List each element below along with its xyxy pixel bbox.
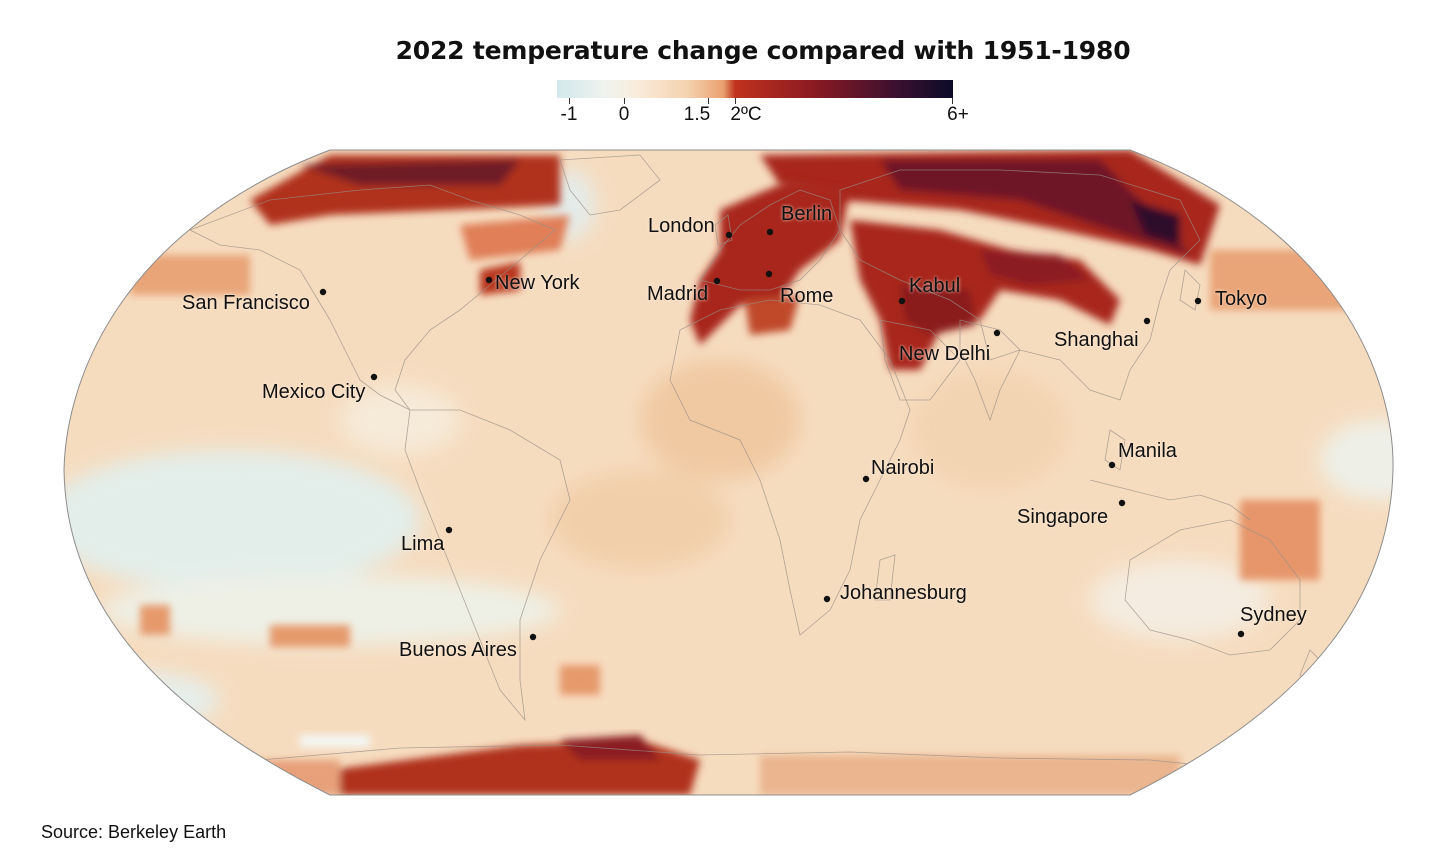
city-marker <box>1194 297 1202 305</box>
city-label: Rome <box>780 285 834 307</box>
city-label: Madrid <box>647 283 709 305</box>
legend-tickmark <box>708 98 709 104</box>
legend-tick-label: 6+ <box>947 104 969 125</box>
city-label: Shanghai <box>1054 329 1139 351</box>
city-label: Kabul <box>909 275 961 297</box>
legend-tick-label: 0 <box>618 104 630 125</box>
city-label: Berlin <box>781 203 833 225</box>
city-label: Mexico City <box>262 381 366 403</box>
city-marker <box>1118 499 1126 507</box>
city-marker <box>725 231 733 239</box>
city-label: Lima <box>401 533 445 555</box>
city-marker <box>1237 630 1245 638</box>
city-label: San Francisco <box>182 292 310 314</box>
city-label: New Delhi <box>899 343 991 365</box>
city-marker <box>485 276 493 284</box>
city-label: Johannesburg <box>840 582 967 604</box>
legend-tickmark <box>735 98 736 104</box>
coastlines <box>189 154 1326 771</box>
city-label: Manila <box>1118 440 1177 462</box>
city-label: Buenos Aires <box>399 639 517 661</box>
city-marker <box>1108 461 1116 469</box>
city-marker <box>993 329 1001 337</box>
city-marker <box>823 595 831 603</box>
legend-tick-label: 1.5 <box>683 104 711 125</box>
city-label: Sydney <box>1240 604 1307 626</box>
city-label: New York <box>495 272 580 294</box>
city-marker <box>862 475 870 483</box>
legend-tickmark <box>624 98 625 104</box>
city-marker <box>766 228 774 236</box>
city-label: Singapore <box>1017 506 1109 528</box>
legend-tick-label: 2ºC <box>730 104 762 125</box>
map-border <box>63 149 1394 796</box>
temperature-field <box>64 150 1394 795</box>
city-marker <box>529 633 537 641</box>
city-marker <box>765 270 773 278</box>
city-marker <box>1143 317 1151 325</box>
city-marker <box>445 526 453 534</box>
city-marker <box>713 277 721 285</box>
city-marker <box>898 297 906 305</box>
legend-tickmark <box>569 98 570 104</box>
city-label: Nairobi <box>871 457 935 479</box>
city-label: Tokyo <box>1215 288 1268 310</box>
legend-tick-label: -1 <box>560 104 578 125</box>
city-label: London <box>648 215 715 237</box>
chart-title: 2022 temperature change compared with 19… <box>395 36 1131 65</box>
city-marker <box>319 288 327 296</box>
legend-tickmark <box>952 98 953 104</box>
city-marker <box>370 373 378 381</box>
source-note: Source: Berkeley Earth <box>41 822 227 842</box>
color-scale-legend <box>557 80 953 98</box>
